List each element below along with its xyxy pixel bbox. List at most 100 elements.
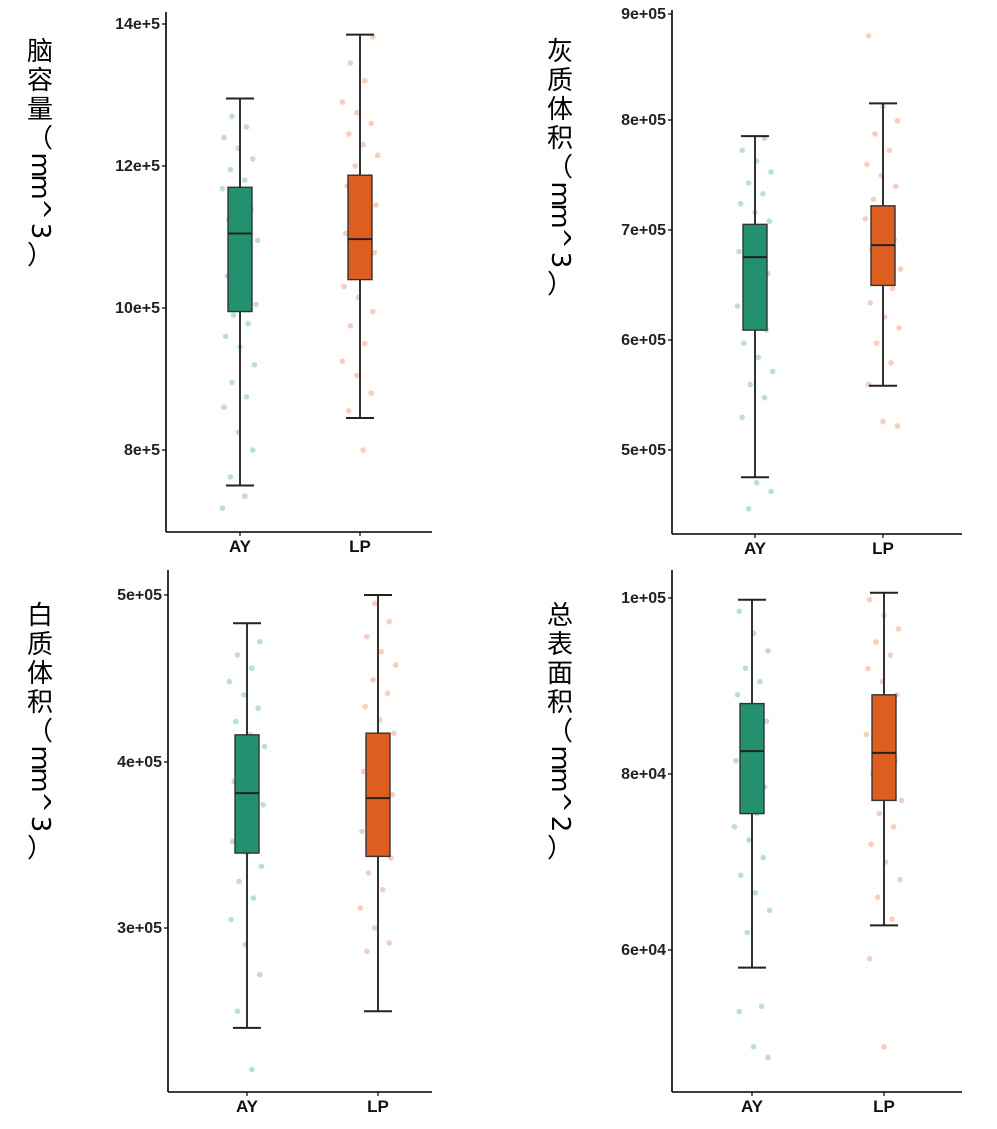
- data-point: [766, 907, 773, 914]
- y-tick-label: 5e+05: [621, 442, 666, 459]
- box-group-lp: [863, 591, 905, 1050]
- data-point: [261, 743, 268, 750]
- data-point: [734, 692, 741, 698]
- y-axis-title-glyph: （: [26, 124, 53, 154]
- data-point: [245, 320, 251, 327]
- data-point: [889, 285, 896, 292]
- y-axis-title-glyph: 量: [26, 95, 53, 125]
- data-point: [384, 690, 391, 697]
- data-point: [352, 163, 359, 169]
- y-tick-label: 10e+5: [115, 300, 160, 317]
- data-point: [233, 718, 239, 725]
- data-point: [766, 218, 773, 224]
- data-point: [346, 408, 352, 414]
- y-axis-title-glyph: 面: [546, 659, 573, 689]
- data-point: [365, 870, 372, 876]
- data-point: [250, 447, 256, 453]
- data-point: [893, 183, 899, 190]
- data-point: [364, 948, 370, 955]
- data-point: [865, 665, 871, 672]
- data-point: [738, 872, 744, 878]
- data-point: [370, 677, 377, 683]
- data-point: [864, 161, 870, 168]
- box-group-lp: [862, 33, 904, 429]
- box-group-ay: [734, 135, 776, 512]
- data-point: [221, 404, 227, 411]
- y-tick-label: 3e+05: [117, 920, 162, 937]
- data-point: [362, 78, 368, 84]
- data-point: [736, 1008, 742, 1015]
- data-point: [386, 940, 393, 946]
- data-point: [898, 797, 905, 804]
- y-axis-title-glyph: ）: [26, 241, 53, 271]
- data-point: [255, 705, 261, 712]
- data-point: [368, 120, 375, 127]
- data-point: [250, 895, 257, 901]
- data-point: [747, 381, 753, 388]
- data-point: [765, 1054, 771, 1061]
- data-point: [222, 333, 229, 340]
- data-point: [769, 368, 776, 375]
- y-axis-title-glyph: 容: [26, 66, 53, 96]
- data-point: [373, 202, 379, 208]
- y-axis-title-glyph: 总: [546, 601, 573, 631]
- data-point: [731, 824, 738, 830]
- data-point: [229, 113, 235, 120]
- data-point: [347, 322, 354, 329]
- data-point: [746, 837, 752, 843]
- data-point: [736, 248, 742, 255]
- data-point: [761, 394, 768, 401]
- data-point: [733, 758, 739, 764]
- data-point: [230, 312, 237, 318]
- y-axis-title-glyph: 3: [25, 815, 55, 833]
- data-point: [872, 131, 878, 137]
- data-point: [866, 956, 873, 962]
- data-point: [736, 608, 742, 614]
- y-tick-label: 9e+05: [621, 6, 666, 23]
- data-point: [374, 152, 381, 159]
- data-point: [229, 379, 235, 386]
- data-point: [354, 109, 360, 116]
- data-point: [745, 506, 752, 512]
- y-axis-title-glyph: 灰: [546, 37, 573, 67]
- data-point: [243, 393, 250, 400]
- data-point: [888, 360, 894, 366]
- data-point: [360, 768, 367, 775]
- box-iqr: [227, 186, 253, 313]
- y-axis-title-glyph: （: [546, 153, 573, 183]
- x-tick-label: LP: [872, 539, 894, 558]
- data-point: [894, 118, 901, 124]
- box-iqr: [347, 174, 373, 281]
- box-iqr: [871, 694, 897, 802]
- data-point: [886, 147, 893, 154]
- x-tick-label: AY: [236, 1097, 259, 1116]
- data-point: [258, 863, 265, 870]
- data-point: [737, 200, 744, 207]
- data-point: [370, 308, 376, 315]
- y-tick-label: 7e+05: [621, 222, 666, 239]
- data-point: [380, 886, 386, 893]
- data-point: [897, 266, 904, 272]
- y-tick-label: 6e+05: [621, 332, 666, 349]
- data-point: [257, 638, 263, 645]
- y-axis-title-glyph: 质: [546, 66, 573, 96]
- data-point: [339, 358, 346, 365]
- data-point: [342, 230, 349, 237]
- y-tick-label: 5e+05: [117, 587, 162, 604]
- data-point: [372, 925, 378, 931]
- data-point: [386, 618, 393, 625]
- y-axis-title-glyph: （: [546, 717, 573, 747]
- data-point: [768, 488, 774, 495]
- box-group-ay: [226, 622, 268, 1073]
- data-point: [865, 33, 872, 39]
- data-point: [227, 166, 234, 173]
- data-point: [890, 824, 897, 830]
- x-tick-label: LP: [367, 1097, 389, 1116]
- data-point: [873, 340, 880, 346]
- y-axis-title-glyph: 3: [545, 251, 575, 269]
- data-point: [389, 792, 396, 798]
- data-point: [863, 731, 870, 738]
